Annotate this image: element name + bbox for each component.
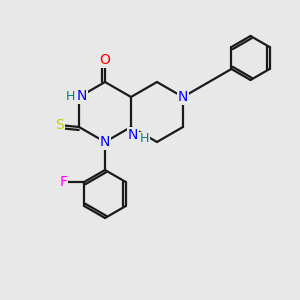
Text: N: N — [77, 89, 87, 103]
Text: N: N — [178, 90, 188, 104]
Text: H: H — [65, 89, 75, 103]
Text: O: O — [100, 53, 110, 67]
Text: N: N — [100, 135, 110, 149]
Text: F: F — [59, 175, 67, 189]
Text: N: N — [128, 128, 138, 142]
Text: H: H — [139, 133, 149, 146]
Text: S: S — [55, 118, 63, 132]
